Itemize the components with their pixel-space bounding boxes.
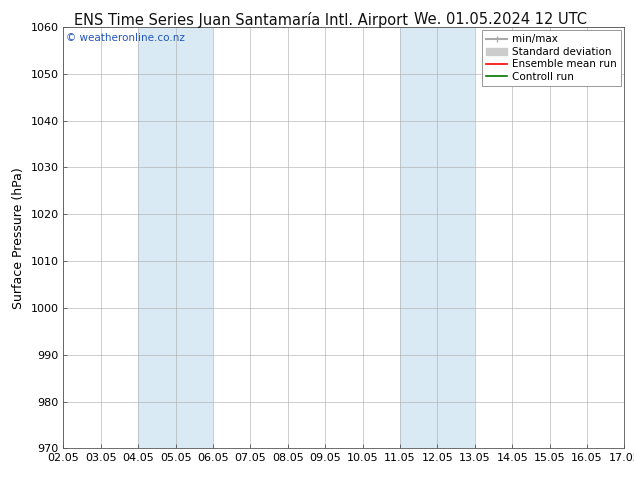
- Text: © weatheronline.co.nz: © weatheronline.co.nz: [66, 33, 185, 43]
- Y-axis label: Surface Pressure (hPa): Surface Pressure (hPa): [12, 167, 25, 309]
- Bar: [138, 27, 213, 448]
- Legend: min/max, Standard deviation, Ensemble mean run, Controll run: min/max, Standard deviation, Ensemble me…: [482, 30, 621, 86]
- Text: ENS Time Series Juan Santamaría Intl. Airport: ENS Time Series Juan Santamaría Intl. Ai…: [74, 12, 408, 28]
- Text: We. 01.05.2024 12 UTC: We. 01.05.2024 12 UTC: [415, 12, 587, 27]
- Bar: [400, 27, 475, 448]
